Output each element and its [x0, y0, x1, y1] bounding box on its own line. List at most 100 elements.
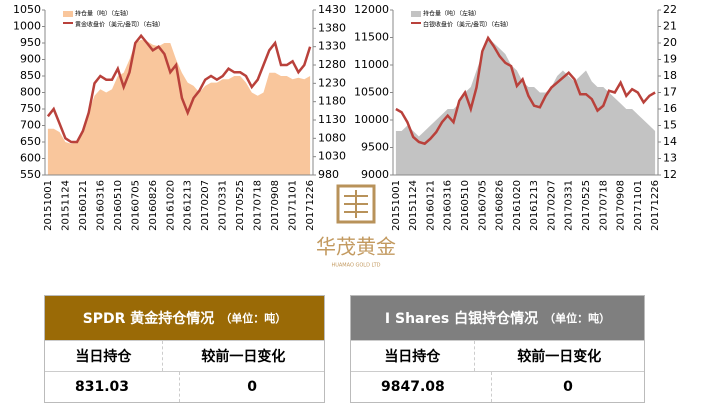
- x-tick-label: 20160121: [425, 180, 436, 231]
- y-tick-label: 9500: [361, 141, 389, 154]
- x-tick-label: 20161213: [529, 180, 540, 231]
- logo-name: 华茂黄金: [316, 235, 396, 259]
- table-header: SPDR 黄金持仓情况 （单位：吨）: [45, 296, 324, 340]
- x-tick-label: 20170718: [253, 180, 264, 231]
- table-cell: 较前一日变化: [201, 349, 286, 365]
- table-unit: （单位：吨）: [544, 312, 611, 325]
- y-tick-label: 11500: [354, 31, 389, 44]
- table: I Shares 白银持仓情况 （单位：吨） 当日持仓 较前一日变化 9847.08 0: [350, 295, 645, 403]
- table-row: 当日持仓 较前一日变化: [45, 340, 324, 371]
- legend-label: 黄金收盘价（美元/盎司）（右轴）: [75, 21, 164, 29]
- x-tick-label: 20160316: [95, 180, 106, 231]
- y-tick-label: 12000: [354, 3, 389, 16]
- y2-tick-label: 1430: [318, 3, 346, 16]
- y2-tick-label: 15: [663, 119, 677, 132]
- x-tick-label: 20171226: [305, 180, 316, 231]
- logo-icon: [344, 190, 368, 218]
- table-title: SPDR 黄金持仓情况: [82, 311, 215, 327]
- table-cell: 当日持仓: [45, 341, 163, 371]
- logo: 华茂黄金 HUAMAO GOLD LTD: [316, 184, 396, 269]
- y2-tick-label: 980: [318, 168, 339, 181]
- y-tick-label: 10000: [354, 113, 389, 126]
- y2-tick-label: 16: [663, 102, 677, 115]
- legend-swatch: [411, 22, 421, 24]
- table-unit: （单位：吨）: [220, 312, 287, 325]
- y2-tick-label: 22: [663, 3, 677, 16]
- y-tick-label: 800: [20, 86, 41, 99]
- x-tick-label: 20151001: [391, 180, 402, 231]
- x-tick-label: 20151001: [43, 180, 54, 231]
- table: SPDR 黄金持仓情况 （单位：吨） 当日持仓 较前一日变化 831.03 0: [44, 295, 325, 403]
- y2-tick-label: 19: [663, 53, 677, 66]
- y-tick-label: 700: [20, 119, 41, 132]
- table-row: 9847.08 0: [351, 371, 644, 402]
- line: [46, 33, 312, 144]
- x-tick-label: 20161020: [512, 180, 523, 231]
- x-tick-label: 20170525: [581, 180, 592, 231]
- x-tick-label: 20160510: [113, 180, 124, 231]
- y2-tick-label: 1130: [318, 113, 346, 126]
- y2-tick-label: 14: [663, 135, 677, 148]
- table-cell: 9847.08: [351, 372, 493, 402]
- x-tick-label: 20170331: [218, 180, 229, 231]
- legend-swatch: [63, 22, 73, 24]
- x-tick-label: 20171101: [633, 180, 644, 231]
- y2-tick-label: 1380: [318, 21, 346, 34]
- x-tick-label: 20170908: [270, 180, 281, 231]
- y-tick-label: 900: [20, 53, 41, 66]
- y-tick-label: 550: [20, 168, 41, 181]
- table-cell: 较前一日变化: [517, 349, 602, 365]
- x-tick-label: 20160705: [477, 180, 488, 231]
- table-cell: 831.03: [45, 372, 181, 402]
- y2-tick-label: 20: [663, 36, 677, 49]
- y-tick-label: 9000: [361, 168, 389, 181]
- x-tick-label: 20160510: [460, 180, 471, 231]
- legend-swatch: [411, 11, 421, 17]
- table-title: I Shares 白银持仓情况: [384, 311, 539, 327]
- y-tick-label: 1000: [13, 20, 41, 33]
- y2-tick-label: 1080: [318, 131, 346, 144]
- y-tick-label: 10500: [354, 86, 389, 99]
- x-tick-label: 20151124: [408, 180, 419, 231]
- legend-label: 持仓量（吨）（左轴）: [75, 10, 132, 18]
- area: [47, 39, 311, 176]
- x-tick-label: 20170908: [616, 180, 627, 231]
- logo-icon: [336, 184, 376, 224]
- x-tick-label: 20170718: [598, 180, 609, 231]
- x-tick-label: 20170207: [546, 180, 557, 231]
- table-cell: 当日持仓: [351, 341, 475, 371]
- x-tick-label: 20170207: [200, 180, 211, 231]
- x-tick-label: 20160826: [148, 180, 159, 231]
- y2-tick-label: 18: [663, 69, 677, 82]
- logo-subtitle: HUAMAO GOLD LTD: [331, 263, 380, 269]
- y-tick-label: 750: [20, 102, 41, 115]
- x-tick-label: 20170331: [564, 180, 575, 231]
- y2-tick-label: 1230: [318, 76, 346, 89]
- y2-tick-label: 1280: [318, 58, 346, 71]
- y-tick-label: 850: [20, 69, 41, 82]
- legend-label: 持仓量（吨）（左轴）: [423, 10, 480, 18]
- x-tick-label: 20161213: [183, 180, 194, 231]
- line: [395, 35, 656, 146]
- y2-tick-label: 1180: [318, 95, 346, 108]
- x-tick-label: 20171226: [650, 180, 661, 231]
- x-tick-label: 20160121: [78, 180, 89, 231]
- area: [395, 37, 656, 175]
- legend-label: 白银收盘价（美元/盎司）（右轴）: [423, 21, 512, 29]
- x-tick-label: 20161020: [165, 180, 176, 231]
- y2-tick-label: 13: [663, 152, 677, 165]
- x-tick-label: 20160826: [495, 180, 506, 231]
- x-tick-label: 20160705: [130, 180, 141, 231]
- y2-tick-label: 12: [663, 168, 677, 181]
- x-tick-label: 20151124: [60, 180, 71, 231]
- charts: 华茂黄金 HUAMAO GOLD LTD 持仓量（吨）（左轴） 黄金收盘价（美元/…: [13, 3, 677, 269]
- table-row: 当日持仓 较前一日变化: [351, 340, 644, 371]
- x-tick-label: 20160316: [443, 180, 454, 231]
- y-tick-label: 1050: [13, 3, 41, 16]
- y2-tick-label: 1330: [318, 40, 346, 53]
- table-header: I Shares 白银持仓情况 （单位：吨）: [351, 296, 644, 340]
- x-tick-label: 20171101: [288, 180, 299, 231]
- table-cell: 0: [563, 379, 573, 395]
- y-tick-label: 600: [20, 152, 41, 165]
